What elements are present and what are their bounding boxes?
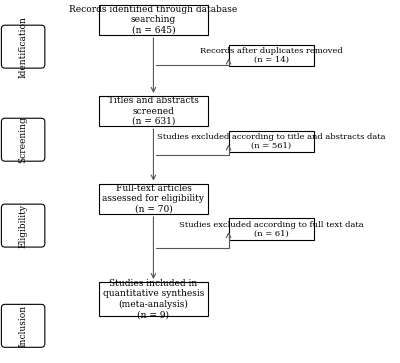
FancyBboxPatch shape	[228, 131, 314, 152]
FancyBboxPatch shape	[228, 219, 314, 240]
FancyBboxPatch shape	[99, 282, 208, 316]
FancyBboxPatch shape	[1, 204, 45, 247]
FancyBboxPatch shape	[1, 304, 45, 347]
Text: Eligibility: Eligibility	[19, 204, 28, 248]
FancyBboxPatch shape	[99, 5, 208, 35]
Text: Studies included in
quantitative synthesis
(meta-analysis)
(n = 9): Studies included in quantitative synthes…	[103, 279, 204, 319]
Text: Studies excluded according to title and abstracts data
(n = 561): Studies excluded according to title and …	[157, 133, 385, 150]
FancyBboxPatch shape	[1, 118, 45, 161]
FancyBboxPatch shape	[99, 184, 208, 214]
Text: Records identified through database
searching
(n = 645): Records identified through database sear…	[69, 5, 238, 35]
Text: Records after duplicates removed
(n = 14): Records after duplicates removed (n = 14…	[200, 47, 342, 64]
Text: Inclusion: Inclusion	[19, 305, 28, 347]
Text: Identification: Identification	[19, 16, 28, 78]
Text: Titles and abstracts
screened
(n = 631): Titles and abstracts screened (n = 631)	[108, 96, 199, 126]
Text: Screening: Screening	[19, 116, 28, 163]
FancyBboxPatch shape	[228, 45, 314, 66]
Text: Full-text articles
assessed for eligibility
(n = 70): Full-text articles assessed for eligibil…	[102, 184, 204, 214]
FancyBboxPatch shape	[1, 25, 45, 68]
Text: Studies excluded according to full text data
(n = 61): Studies excluded according to full text …	[179, 221, 364, 238]
FancyBboxPatch shape	[99, 96, 208, 126]
